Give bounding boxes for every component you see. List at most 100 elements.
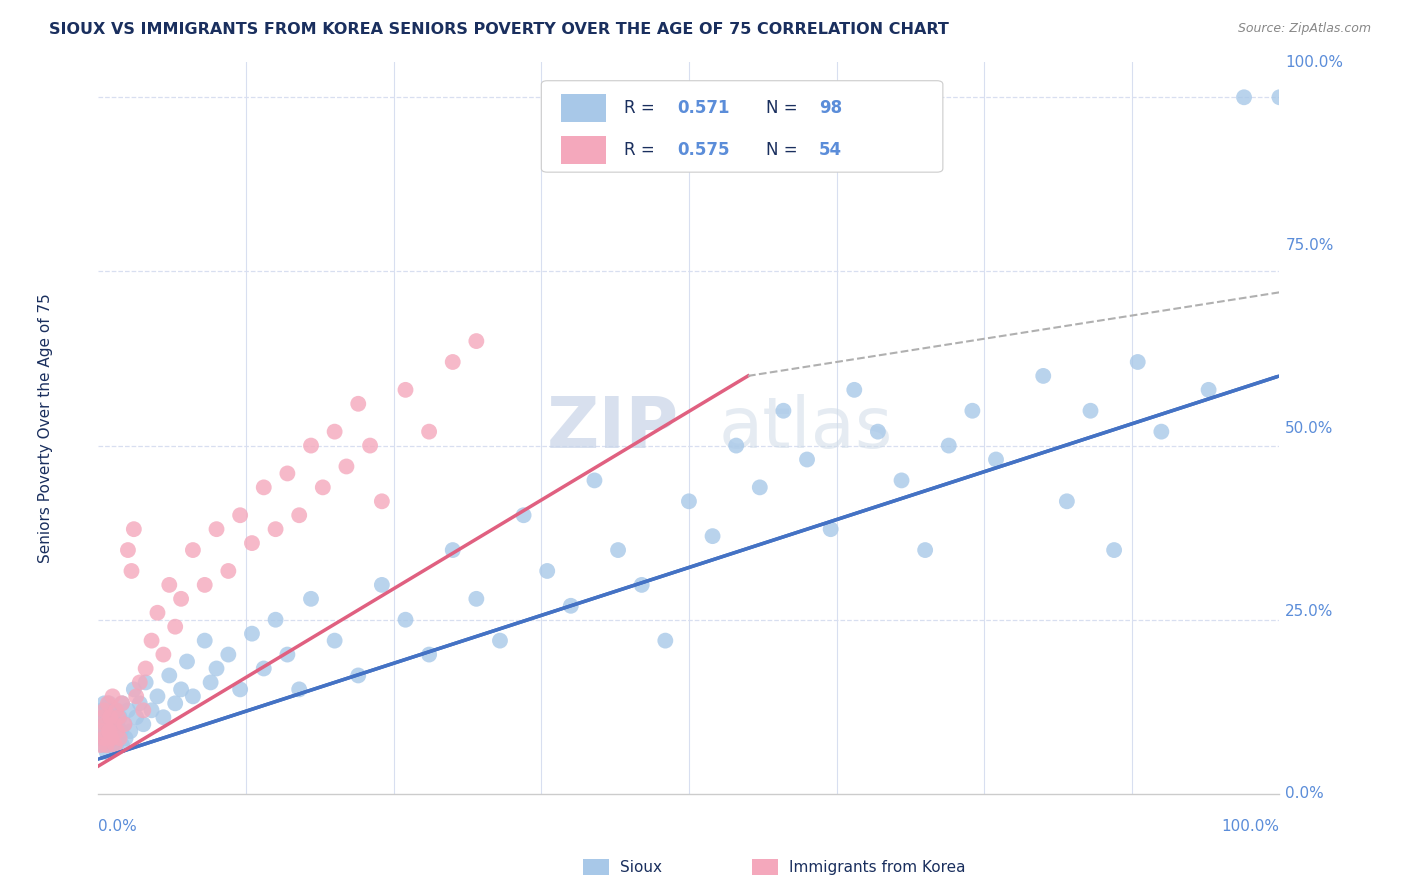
Point [100, 724, 122, 739]
Point [1032, 368, 1054, 383]
Point [114, 731, 136, 746]
Point [101, 690, 124, 704]
Point [1150, 425, 1173, 439]
Point [91, 703, 114, 717]
Point [335, 459, 357, 474]
Point [347, 397, 370, 411]
Point [654, 633, 676, 648]
Point [323, 633, 346, 648]
Point [103, 717, 125, 731]
Point [607, 543, 630, 558]
Point [105, 703, 128, 717]
Point [91, 724, 114, 739]
Point [93, 696, 115, 710]
Point [1268, 90, 1291, 104]
Point [678, 494, 700, 508]
Point [630, 578, 652, 592]
Point [104, 724, 127, 739]
Text: R =: R = [624, 99, 659, 117]
Point [103, 731, 125, 746]
Point [101, 738, 124, 752]
Point [98, 731, 121, 746]
Point [772, 403, 794, 417]
Point [91, 724, 114, 739]
Point [276, 648, 298, 662]
Point [1056, 494, 1078, 508]
Point [984, 452, 1007, 467]
Text: 0.575: 0.575 [678, 141, 730, 159]
Point [128, 675, 150, 690]
Point [181, 543, 204, 558]
Point [465, 334, 488, 348]
Point [844, 383, 866, 397]
Point [105, 703, 128, 717]
Point [205, 522, 228, 536]
Point [323, 425, 346, 439]
Point [165, 696, 187, 710]
Point [194, 633, 217, 648]
Text: 100.0%: 100.0% [1222, 820, 1279, 835]
Point [132, 703, 155, 717]
Point [1198, 383, 1220, 397]
Point [299, 439, 322, 453]
Text: 100.0%: 100.0% [1285, 55, 1343, 70]
Point [101, 710, 124, 724]
Point [157, 668, 180, 682]
Point [132, 717, 155, 731]
Point [217, 648, 239, 662]
Text: 25.0%: 25.0% [1285, 604, 1334, 618]
Point [371, 578, 394, 592]
Text: R =: R = [624, 141, 659, 159]
Point [276, 467, 298, 481]
Point [200, 675, 222, 690]
Point [97, 710, 120, 724]
Point [359, 439, 381, 453]
Point [96, 738, 118, 752]
Point [91, 738, 114, 752]
Point [217, 564, 239, 578]
Text: Seniors Poverty Over the Age of 75: Seniors Poverty Over the Age of 75 [38, 293, 53, 563]
Point [253, 661, 276, 675]
Text: 75.0%: 75.0% [1285, 238, 1334, 252]
Point [489, 633, 512, 648]
Point [264, 613, 287, 627]
Point [240, 626, 263, 640]
Point [93, 710, 115, 724]
Text: N =: N = [766, 141, 803, 159]
Point [240, 536, 263, 550]
Text: 98: 98 [818, 99, 842, 117]
Point [441, 355, 464, 369]
Point [94, 717, 117, 731]
Point [288, 508, 311, 523]
Point [465, 591, 488, 606]
Point [536, 564, 558, 578]
FancyBboxPatch shape [752, 859, 778, 875]
Point [253, 480, 276, 494]
Point [110, 724, 132, 739]
Point [347, 668, 370, 682]
Point [91, 717, 114, 731]
Text: Sioux: Sioux [620, 860, 662, 874]
Point [170, 682, 193, 697]
Point [418, 425, 440, 439]
Point [111, 738, 134, 752]
Point [128, 696, 150, 710]
Point [288, 682, 311, 697]
Point [97, 724, 120, 739]
Point [264, 522, 287, 536]
Point [371, 494, 394, 508]
Point [560, 599, 582, 613]
Point [748, 480, 770, 494]
Point [141, 633, 163, 648]
Point [105, 717, 128, 731]
Point [117, 703, 139, 717]
Point [111, 696, 134, 710]
Point [170, 591, 193, 606]
Point [796, 452, 818, 467]
Point [117, 543, 139, 558]
Point [418, 648, 440, 662]
Point [100, 731, 122, 746]
Point [394, 383, 416, 397]
Text: ZIP: ZIP [547, 393, 679, 463]
Point [97, 696, 120, 710]
